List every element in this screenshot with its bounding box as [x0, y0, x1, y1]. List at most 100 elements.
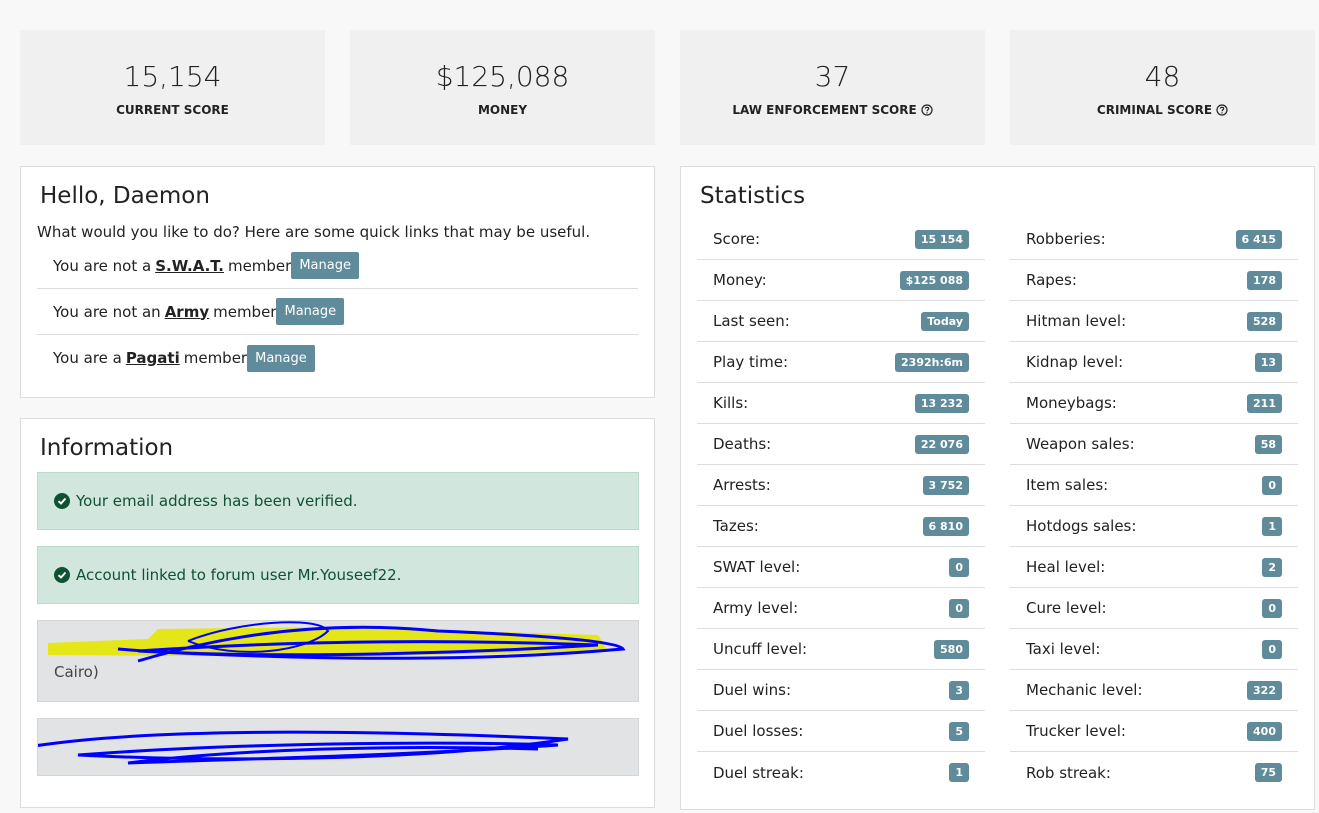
- card-value: 37: [814, 60, 851, 93]
- stat-row: Rob streak: 75: [1010, 752, 1298, 793]
- stat-label: Item sales:: [1026, 476, 1109, 494]
- membership-name[interactable]: Army: [164, 302, 210, 321]
- stat-row: Money: $125 088: [697, 260, 985, 301]
- stat-badge: 2: [1262, 557, 1282, 577]
- stat-badge: 13: [1254, 352, 1282, 372]
- manage-button[interactable]: Manage: [291, 252, 359, 279]
- stat-label: Moneybags:: [1026, 394, 1117, 412]
- alert-success: Your email address has been verified.: [37, 472, 639, 530]
- card-label-text: CRIMINAL SCORE: [1096, 103, 1213, 117]
- information-panel: Information Your email address has been …: [20, 418, 655, 808]
- stat-label: Trucker level:: [1026, 722, 1126, 740]
- membership-row: You are a Pagati member Manage: [37, 335, 638, 381]
- stat-badge: 22 076: [914, 434, 969, 454]
- stat-badge: 6 415: [1235, 229, 1282, 249]
- stat-badge: 528: [1247, 311, 1282, 331]
- card-value: $125,088: [435, 60, 570, 93]
- stat-row: Uncuff level: 580: [697, 629, 985, 670]
- alert-text: Account linked to forum user Mr.Youseef2…: [76, 566, 402, 584]
- stat-badge: 0: [1262, 598, 1282, 618]
- membership-name[interactable]: Pagati: [125, 349, 180, 367]
- scribble: [38, 730, 569, 765]
- membership-suffix: member: [227, 256, 292, 275]
- stat-badge: 5: [949, 721, 969, 741]
- stat-label: Score:: [713, 230, 761, 248]
- stat-label: Duel streak:: [713, 763, 804, 782]
- card-label: CURRENT SCORE: [20, 103, 325, 117]
- help-icon: [1216, 104, 1228, 116]
- statistics-panel: Statistics Score: 15 154 Money: $125 088 Las…: [680, 166, 1315, 810]
- stat-row: Kills: 13 232: [697, 383, 985, 424]
- stat-badge: 3 752: [922, 475, 969, 495]
- stat-row: Moneybags: 211: [1010, 383, 1298, 424]
- stat-row: Arrests: 3 752: [697, 465, 985, 506]
- stat-row: Deaths: 22 076: [697, 424, 985, 465]
- manage-button[interactable]: Manage: [276, 298, 345, 325]
- stat-label: Duel losses:: [713, 722, 804, 740]
- stat-badge: 75: [1254, 763, 1282, 782]
- stat-row: SWAT level: 0: [697, 547, 985, 588]
- stat-row: Kidnap level: 13: [1010, 342, 1298, 383]
- stat-label: Uncuff level:: [713, 640, 808, 658]
- stat-label: Tazes:: [713, 517, 759, 535]
- stat-label: Robberies:: [1026, 230, 1106, 248]
- stat-badge: 580: [934, 639, 969, 659]
- stat-badge: $125 088: [899, 270, 969, 290]
- card-label-text: MONEY: [477, 103, 528, 117]
- stat-label: Cure level:: [1026, 599, 1107, 617]
- alert-text: Your email address has been verified.: [76, 492, 358, 510]
- stat-row: Rapes: 178: [1010, 260, 1298, 301]
- stat-row: Trucker level: 400: [1010, 711, 1298, 752]
- note: [37, 718, 639, 776]
- stat-label: Hitman level:: [1026, 312, 1127, 330]
- stat-label: Weapon sales:: [1026, 435, 1135, 453]
- membership-prefix: You are not an: [53, 302, 161, 321]
- manage-button[interactable]: Manage: [247, 344, 315, 372]
- stat-label: Army level:: [713, 599, 799, 617]
- stat-badge: 13 232: [914, 393, 969, 413]
- stat-card: 48 CRIMINAL SCORE: [1010, 30, 1315, 145]
- stat-label: Play time:: [713, 353, 788, 371]
- stat-badge: 1: [949, 763, 969, 782]
- card-label-text: LAW ENFORCEMENT SCORE: [732, 103, 917, 117]
- stat-row: Army level: 0: [697, 588, 985, 629]
- stat-badge: 0: [949, 557, 969, 577]
- alert-success: Account linked to forum user Mr.Youseef2…: [37, 546, 639, 604]
- stat-row: Cure level: 0: [1010, 588, 1298, 629]
- hello-title: Hello, Daemon: [40, 183, 210, 209]
- stat-badge: 2392h:6m: [895, 352, 969, 372]
- check-icon: [54, 567, 70, 583]
- stat-badge: 1: [1262, 516, 1282, 536]
- hello-intro: What would you like to do? Here are some…: [37, 223, 591, 241]
- stat-row: Hitman level: 528: [1010, 301, 1298, 342]
- stat-card: $125,088 MONEY: [350, 30, 655, 145]
- stat-row: Taxi level: 0: [1010, 629, 1298, 670]
- information-title: Information: [40, 435, 174, 461]
- stat-row: Heal level: 2: [1010, 547, 1298, 588]
- statistics-title: Statistics: [700, 183, 806, 209]
- stat-row: Robberies: 6 415: [1010, 219, 1298, 260]
- stat-badge: 3: [949, 680, 969, 700]
- stat-badge: Today: [921, 311, 969, 331]
- card-label: MONEY: [350, 103, 655, 117]
- stat-label: Rapes:: [1026, 271, 1077, 289]
- stat-badge: 58: [1254, 434, 1282, 454]
- stat-label: Rob streak:: [1026, 763, 1111, 782]
- stat-card: 37 LAW ENFORCEMENT SCORE: [680, 30, 985, 145]
- stat-row: Duel losses: 5: [697, 711, 985, 752]
- stat-row: Mechanic level: 322: [1010, 670, 1298, 711]
- stat-label: Heal level:: [1026, 558, 1106, 576]
- card-value: 48: [1144, 60, 1181, 93]
- membership-suffix: member: [183, 349, 248, 367]
- membership-name[interactable]: S.W.A.T.: [155, 256, 224, 275]
- stat-label: Money:: [713, 271, 767, 289]
- stat-row: Duel wins: 3: [697, 670, 985, 711]
- note: Cairo): [37, 620, 639, 702]
- card-label-text: CURRENT SCORE: [116, 103, 229, 117]
- scribble: [48, 621, 626, 663]
- stat-badge: 211: [1247, 393, 1282, 413]
- stat-label: Last seen:: [713, 312, 790, 330]
- stat-card: 15,154 CURRENT SCORE: [20, 30, 325, 145]
- check-icon: [54, 493, 70, 509]
- stat-badge: 6 810: [922, 516, 969, 536]
